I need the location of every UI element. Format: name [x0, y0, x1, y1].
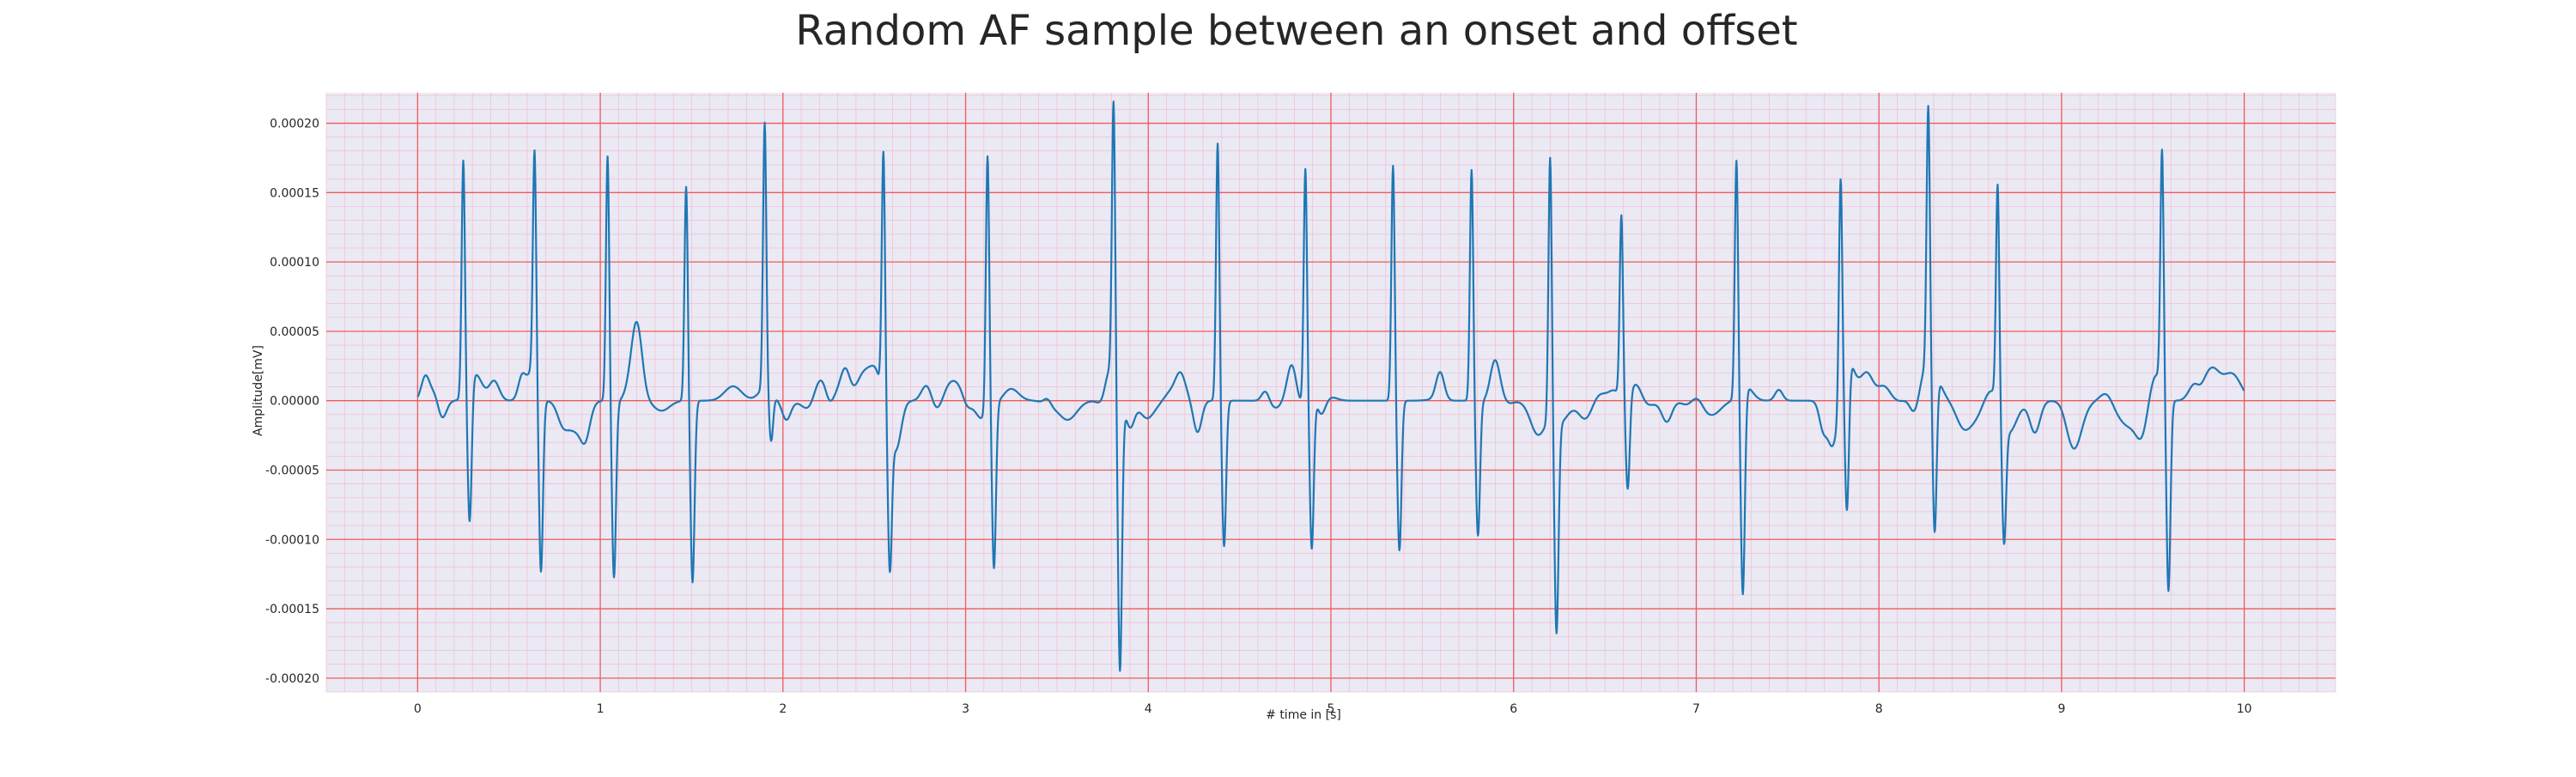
y-tick-label: 0.00020 [270, 118, 319, 131]
x-tick-label: 8 [1875, 702, 1883, 716]
y-tick-label: 0.00000 [270, 395, 319, 409]
y-axis-label: Amplitude[mV] [252, 345, 265, 436]
x-tick-label: 1 [597, 702, 605, 716]
series-line [416, 100, 2245, 672]
x-tick-label: 7 [1692, 702, 1700, 716]
chart-title: Random AF sample between an onset and of… [795, 7, 1797, 55]
y-tick-label: -0.00015 [265, 603, 319, 616]
major-grid [326, 93, 2336, 692]
x-tick-label: 3 [962, 702, 969, 716]
y-tick-label: 0.00010 [270, 256, 319, 270]
y-tick-label: 0.00015 [270, 186, 319, 200]
x-tick-label: 10 [2237, 702, 2252, 716]
x-tick-label: 2 [779, 702, 787, 716]
x-tick-labels: 0 1 2 3 4 5 6 7 8 9 10 [414, 702, 2252, 716]
y-tick-label: -0.00005 [265, 464, 319, 477]
x-tick-label: 9 [2057, 702, 2065, 716]
x-tick-label: 0 [414, 702, 422, 716]
x-axis-label: # time in [s] [1266, 708, 1341, 722]
y-tick-label: -0.00020 [265, 672, 319, 686]
x-tick-label: 5 [1327, 702, 1335, 716]
y-tick-label: 0.00005 [270, 325, 319, 339]
x-tick-label: 4 [1145, 702, 1152, 716]
series-layer [416, 100, 2245, 672]
y-tick-label: -0.00010 [265, 533, 319, 547]
x-tick-label: 6 [1510, 702, 1517, 716]
y-tick-labels: 0.00020 0.00015 0.00010 0.00005 0.00000 -0.00… [265, 118, 319, 686]
